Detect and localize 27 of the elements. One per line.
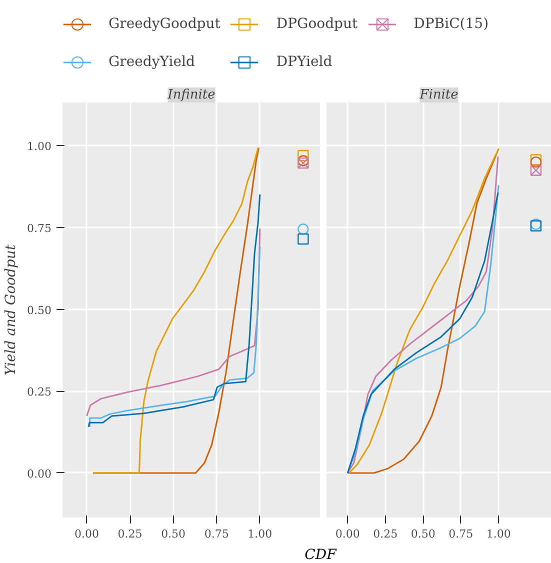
y-axis-title: Yield and Goodput [3, 244, 20, 376]
y-tick-label: 0.50 [27, 304, 52, 317]
x-tick-label: 0.75 [448, 528, 474, 540]
y-tick-label: 0.00 [27, 467, 52, 480]
x-tick-label: 0.25 [373, 528, 398, 540]
chart-title: Infinite [166, 88, 216, 102]
y-tick-label: 0.25 [27, 386, 52, 399]
x-tick-label: 0.50 [161, 528, 186, 540]
legend-label: DPYield [276, 54, 332, 70]
y-tick-label: 1.00 [27, 140, 52, 154]
x-axis-title: CDF [304, 546, 336, 563]
chart-title: Finite [418, 88, 459, 102]
x-tick-label: 0.00 [335, 528, 360, 540]
legend-label: GreedyYield [108, 54, 195, 70]
legend-label: DPGoodput [276, 16, 358, 32]
line-series [88, 194, 261, 428]
x-tick-label: 0.50 [410, 528, 436, 540]
x-tick-label: 0.75 [204, 528, 229, 540]
x-tick-label: 1.00 [248, 528, 272, 540]
x-tick-label: 1.00 [486, 528, 511, 540]
x-tick-label: 0.25 [118, 528, 142, 540]
legend-label: DPBiC(15) [414, 16, 489, 32]
legend-label: GreedyGoodput [108, 16, 220, 32]
line-series [86, 228, 261, 417]
line-series [88, 246, 261, 428]
y-tick-label: 0.75 [27, 222, 52, 236]
x-tick-label: 0.00 [74, 528, 99, 540]
